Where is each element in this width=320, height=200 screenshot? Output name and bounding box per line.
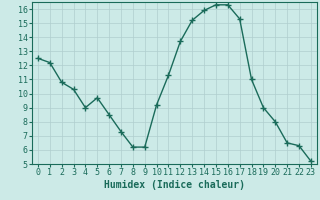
X-axis label: Humidex (Indice chaleur): Humidex (Indice chaleur) <box>104 180 245 190</box>
